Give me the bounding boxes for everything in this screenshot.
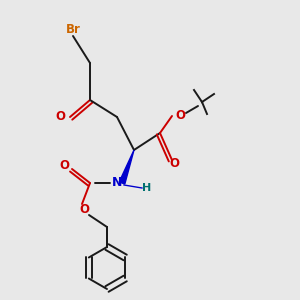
Text: O: O [175, 110, 185, 122]
Text: H: H [142, 183, 152, 193]
Polygon shape [119, 150, 134, 184]
Text: O: O [59, 160, 69, 172]
Text: N: N [112, 176, 122, 190]
Text: Br: Br [66, 23, 80, 37]
Text: O: O [55, 110, 65, 124]
Text: O: O [169, 158, 179, 170]
Text: O: O [79, 203, 89, 217]
